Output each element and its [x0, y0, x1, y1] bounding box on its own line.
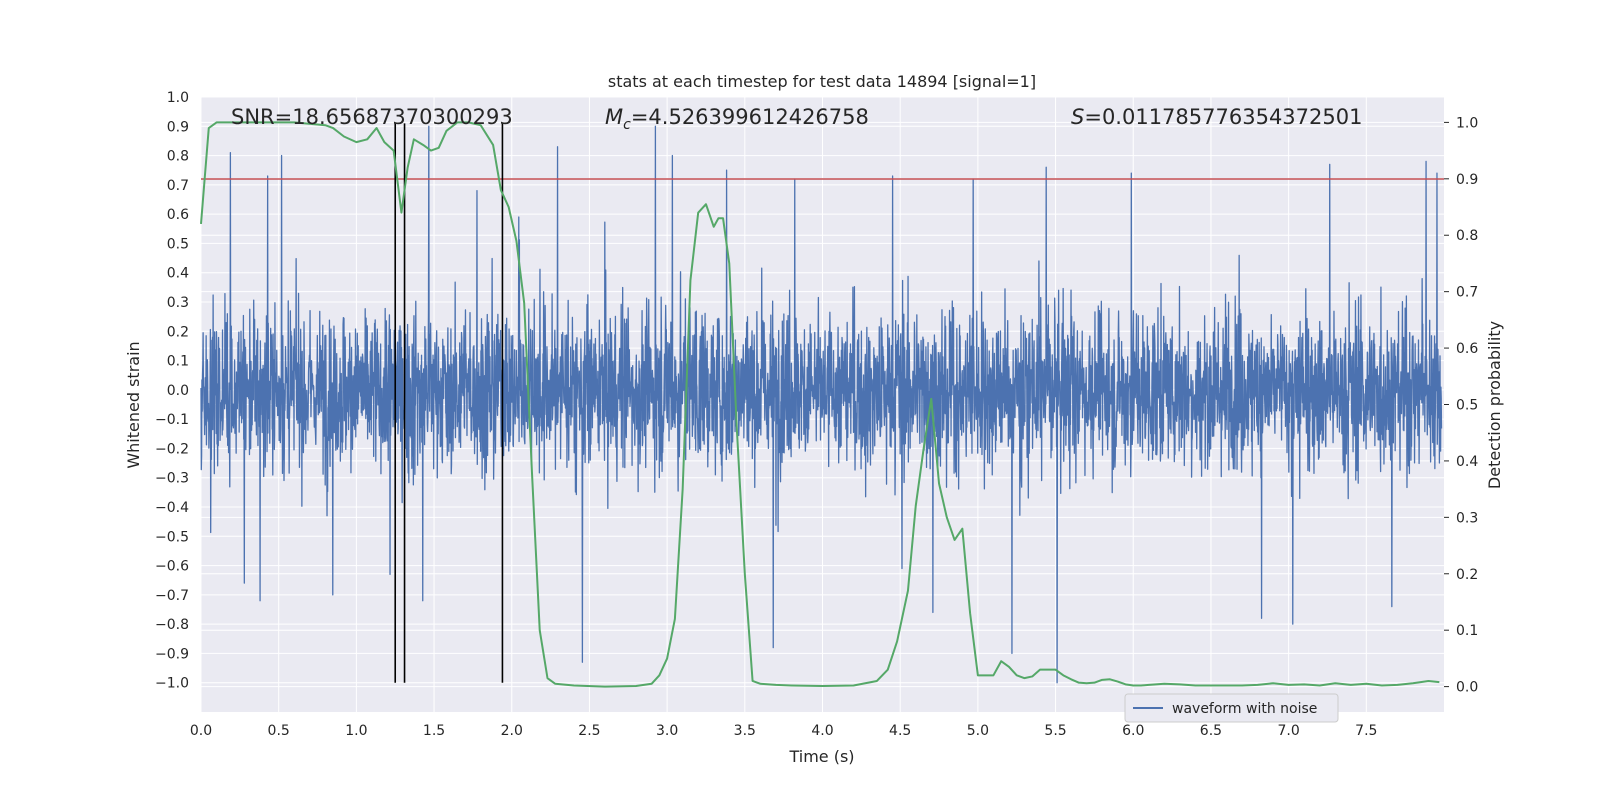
- y-tick-label: 0.1: [167, 354, 189, 370]
- x-tick-label: 3.0: [656, 723, 678, 739]
- chirp-mass-annotation: Mc=4.526399612426758: [605, 105, 869, 133]
- x-tick-label: 5.0: [967, 723, 989, 739]
- y-tick-label: −0.2: [155, 441, 189, 457]
- y-tick-label: 0.9: [167, 119, 189, 135]
- x-tick-label: 1.0: [345, 723, 367, 739]
- x-tick-label: 6.0: [1122, 723, 1144, 739]
- y-tick-label: −0.4: [155, 500, 189, 516]
- s-annotation: S=0.011785776354372501: [1071, 105, 1362, 129]
- chirp-mass-value: =4.526399612426758: [631, 105, 869, 129]
- x-tick-label: 1.5: [423, 723, 445, 739]
- s-symbol: S: [1071, 105, 1084, 129]
- x-tick-label: 7.5: [1355, 723, 1377, 739]
- x-tick-label: 5.5: [1044, 723, 1066, 739]
- y-tick-label: 0.0: [167, 383, 189, 399]
- y-tick-label: −0.6: [155, 559, 189, 575]
- x-tick-label: 2.0: [501, 723, 523, 739]
- y-tick-label: −0.8: [155, 617, 189, 633]
- x-tick-label: 6.5: [1200, 723, 1222, 739]
- y-right-tick-label: 0.5: [1456, 398, 1478, 414]
- snr-annotation: SNR=18.65687370300293: [231, 105, 513, 129]
- waveform-with-noise-series: [200, 125, 1443, 684]
- y-tick-label: 0.4: [167, 266, 189, 282]
- y-tick-label: −1.0: [155, 676, 189, 692]
- y-right-tick-label: 0.7: [1456, 285, 1478, 301]
- legend: waveform with noise: [1124, 693, 1339, 723]
- x-tick-label: 4.0: [811, 723, 833, 739]
- x-axis-label: Time (s): [788, 747, 854, 766]
- vertical-marker-lines: [394, 123, 504, 683]
- y-tick-label: 1.0: [167, 90, 189, 106]
- legend-label: waveform with noise: [1172, 701, 1317, 717]
- y-tick-label: 0.8: [167, 149, 189, 165]
- y-tick-label: 0.3: [167, 295, 189, 311]
- y-right-tick-label: 0.4: [1456, 454, 1478, 470]
- x-tick-label: 2.5: [578, 723, 600, 739]
- legend-box: [1124, 693, 1339, 723]
- y-right-tick-label: 0.9: [1456, 172, 1478, 188]
- x-tick-label: 4.5: [889, 723, 911, 739]
- detection-probability-series: [200, 121, 1440, 688]
- s-value: =0.011785776354372501: [1084, 105, 1362, 129]
- waveform-line: [200, 125, 1443, 684]
- x-tick-label: 0.5: [268, 723, 290, 739]
- y-tick-label: 0.5: [167, 236, 189, 252]
- y-axis-right-label: Detection probability: [1485, 321, 1504, 489]
- y-tick-label: 0.6: [167, 207, 189, 223]
- x-tick-label: 7.0: [1277, 723, 1299, 739]
- y-tick-label: 0.7: [167, 178, 189, 194]
- y-tick-label: −0.3: [155, 471, 189, 487]
- y-right-tick-label: 0.6: [1456, 341, 1478, 357]
- y-right-tick-label: 0.0: [1456, 680, 1478, 696]
- chirp-mass-symbol: M: [605, 105, 623, 129]
- y-right-tick-label: 0.1: [1456, 623, 1478, 639]
- y-tick-label: 0.2: [167, 324, 189, 340]
- y-right-tick-label: 0.8: [1456, 228, 1478, 244]
- x-tick-label: 3.5: [734, 723, 756, 739]
- y-axis-label: Whitened strain: [124, 341, 143, 468]
- y-tick-label: −0.9: [155, 646, 189, 662]
- y-right-tick-label: 0.2: [1456, 567, 1478, 583]
- y-tick-label: −0.7: [155, 588, 189, 604]
- chirp-mass-subscript: c: [623, 117, 631, 133]
- chart-title: stats at each timestep for test data 148…: [608, 72, 1036, 91]
- y-tick-label: −0.5: [155, 529, 189, 545]
- x-tick-label: 0.0: [190, 723, 212, 739]
- y-right-tick-label: 1.0: [1456, 115, 1478, 131]
- y-right-tick-label: 0.3: [1456, 510, 1478, 526]
- y-tick-label: −0.1: [155, 412, 189, 428]
- axis-ticks: 0.0 0.5 1.0 1.5 2.0 2.5 3.0 3.5 4.0 4.5 5.0 5.5 6.0 6…: [155, 90, 1478, 739]
- detection-probability-line: [200, 121, 1440, 688]
